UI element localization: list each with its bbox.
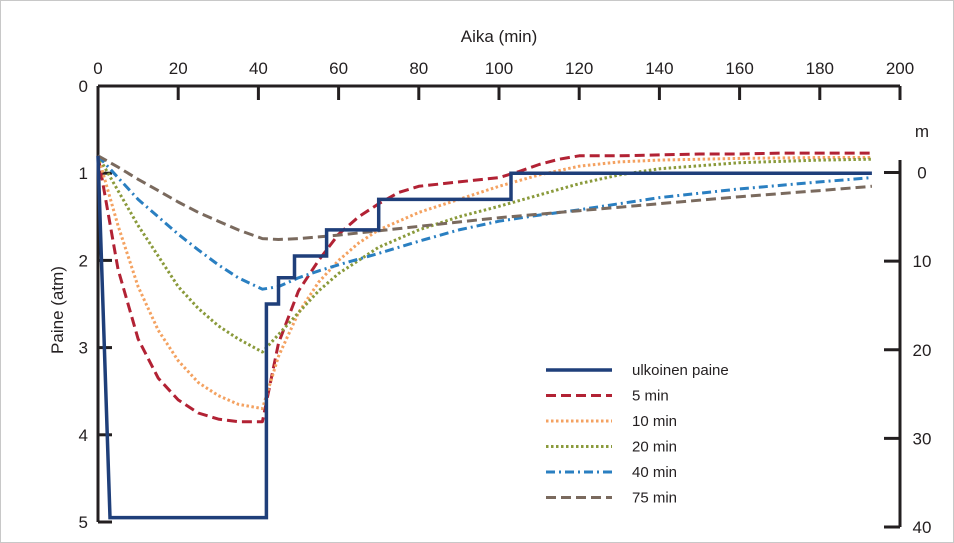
y-tick-label: 1 [79,164,88,183]
y2-tick-label: 30 [913,429,932,448]
y-axis-title: Paine (atm) [48,266,67,354]
x-tick-label: 60 [329,59,348,78]
y2-tick-label: 10 [913,252,932,271]
x-tick-label: 140 [645,59,673,78]
x-tick-label: 40 [249,59,268,78]
legend: ulkoinen paine 5 min 10 min 20 min 40 min 75 … [546,362,729,507]
x-tick-label: 0 [93,59,102,78]
legend-label-0: ulkoinen paine [632,362,729,379]
y2-tick-label: 40 [913,518,932,537]
legend-label-5: 75 min [632,490,677,507]
x-tick-label: 120 [565,59,593,78]
x-axis-title: Aika (min) [461,27,538,46]
legend-label-4: 40 min [632,464,677,481]
legend-label-3: 20 min [632,439,677,456]
x-tick-label: 160 [725,59,753,78]
axes: 0 20 40 60 80 100 120 140 160 180 200 0 1 2 3 4 5 0 10 20 30… [48,27,931,537]
y-tick-label: 0 [79,77,88,96]
y2-tick-label: 0 [917,164,926,183]
series-line-5 [97,154,873,241]
y-tick-label: 3 [79,339,88,358]
x-tick-label: 80 [409,59,428,78]
series-layer [96,151,873,520]
y2-axis-title: m [915,122,929,141]
x-tick-label: 100 [485,59,513,78]
legend-label-1: 5 min [632,388,669,405]
series-line-0 [96,155,872,520]
y-tick-label: 5 [79,513,88,532]
x-tick-label: 20 [169,59,188,78]
y-tick-label: 4 [79,426,88,445]
series-line-2 [96,155,872,411]
y2-tick-label: 20 [913,341,932,360]
legend-label-2: 10 min [632,413,677,430]
y-tick-label: 2 [79,251,88,270]
x-tick-label: 180 [806,59,834,78]
x-tick-label: 200 [886,59,914,78]
